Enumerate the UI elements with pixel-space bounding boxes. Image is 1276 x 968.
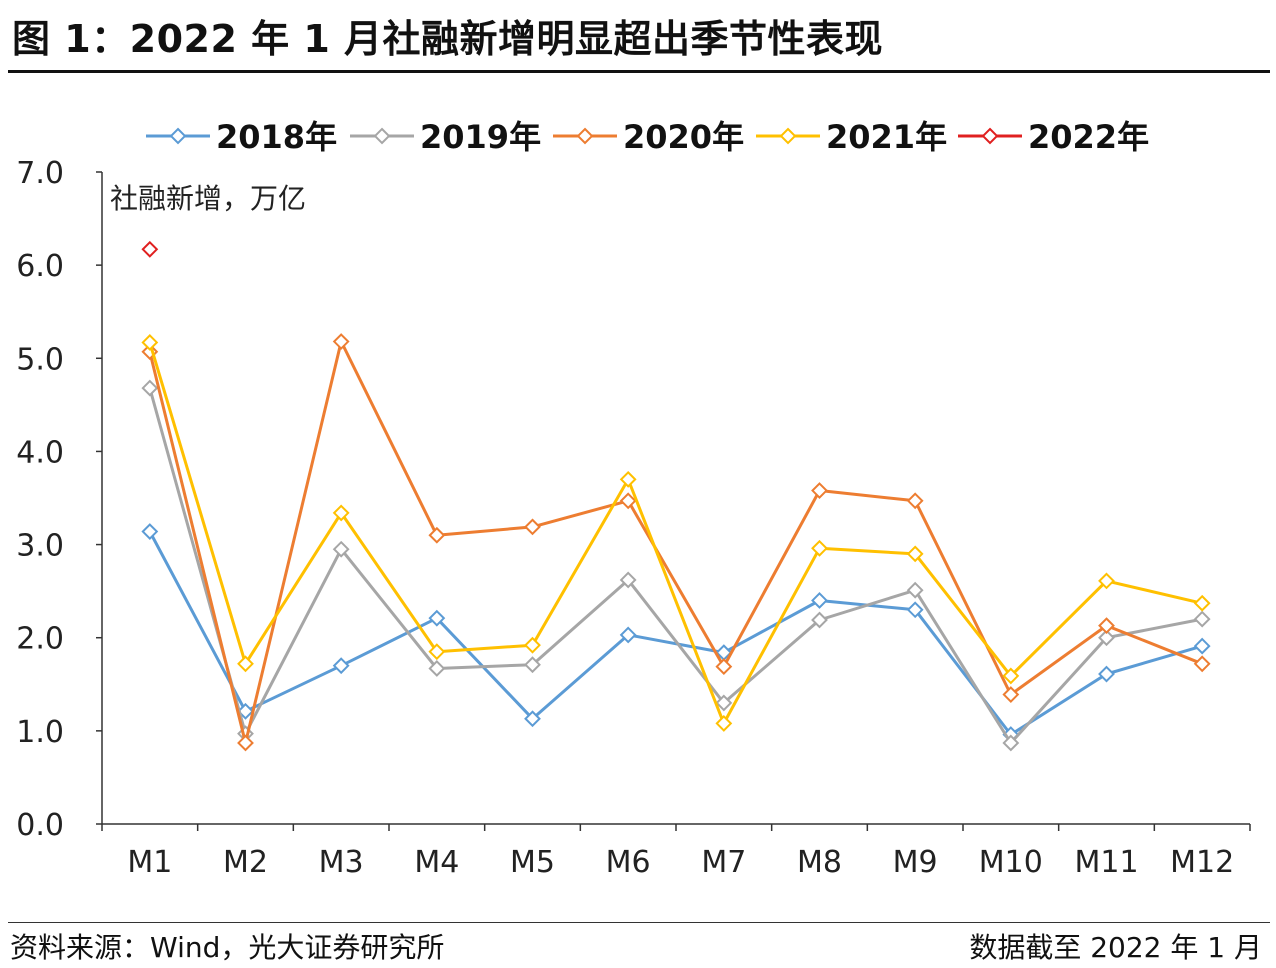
source-note: 资料来源：Wind，光大证券研究所 bbox=[10, 931, 445, 964]
data-point-2018年 bbox=[906, 601, 924, 619]
legend-label: 2019年 bbox=[420, 118, 541, 156]
data-point-2018年 bbox=[332, 657, 350, 675]
data-point-2020年 bbox=[1002, 686, 1020, 703]
data-point-2022年 bbox=[141, 240, 159, 258]
data-point-2021年 bbox=[1002, 667, 1020, 685]
data-point-2020年 bbox=[428, 526, 446, 544]
footer-rule bbox=[8, 922, 1270, 923]
data-point-2019年 bbox=[524, 656, 541, 674]
data-point-2020年 bbox=[332, 333, 350, 350]
data-point-2019年 bbox=[619, 571, 637, 589]
data-point-2021年 bbox=[715, 714, 733, 732]
legend-swatch-marker bbox=[779, 127, 797, 145]
x-tick-label: M10 bbox=[979, 845, 1043, 880]
legend-swatch-marker bbox=[576, 127, 594, 145]
y-axis-label: 社融新增，万亿 bbox=[110, 182, 306, 215]
data-point-2020年 bbox=[906, 492, 924, 510]
data-point-2019年 bbox=[1098, 629, 1115, 647]
data-point-2021年 bbox=[428, 643, 446, 661]
figure-title: 图 1：2022 年 1 月社融新增明显超出季节性表现 bbox=[12, 17, 884, 61]
x-tick-label: M3 bbox=[319, 845, 364, 880]
y-tick-label: 7.0 bbox=[16, 156, 64, 191]
data-point-2019年 bbox=[1193, 610, 1211, 628]
series-line-2021年 bbox=[148, 342, 1203, 725]
data-point-2018年 bbox=[141, 523, 159, 540]
data-point-2019年 bbox=[1002, 734, 1020, 752]
legend-swatch-marker bbox=[373, 127, 391, 145]
data-point-2021年 bbox=[237, 655, 254, 673]
data-point-2019年 bbox=[428, 660, 446, 677]
data-point-2020年 bbox=[619, 492, 637, 510]
data-point-2019年 bbox=[332, 540, 350, 558]
x-tick-label: M5 bbox=[510, 845, 555, 880]
legend-label: 2021年 bbox=[826, 118, 947, 156]
data-point-2019年 bbox=[141, 379, 159, 397]
series-line-2019年 bbox=[148, 387, 1203, 745]
data-point-2020年 bbox=[237, 734, 254, 752]
data-cutoff-note: 数据截至 2022 年 1 月 bbox=[969, 931, 1262, 964]
legend-label: 2020年 bbox=[623, 118, 744, 156]
data-point-2018年 bbox=[1193, 637, 1211, 655]
legend-label: 2018年 bbox=[216, 118, 337, 156]
data-point-2021年 bbox=[332, 504, 350, 522]
y-tick-label: 0.0 bbox=[16, 808, 64, 843]
y-tick-label: 5.0 bbox=[16, 342, 64, 377]
data-point-2020年 bbox=[524, 518, 541, 536]
data-point-2020年 bbox=[1098, 617, 1115, 635]
y-tick-label: 3.0 bbox=[16, 529, 64, 564]
data-point-2018年 bbox=[619, 626, 637, 644]
legend-label: 2022年 bbox=[1028, 118, 1149, 156]
data-point-2018年 bbox=[1098, 665, 1115, 683]
data-point-2020年 bbox=[715, 658, 733, 676]
data-point-2021年 bbox=[1098, 572, 1115, 590]
data-point-2019年 bbox=[906, 581, 924, 599]
data-point-2021年 bbox=[619, 470, 637, 488]
y-tick-label: 2.0 bbox=[16, 622, 64, 657]
data-point-2021年 bbox=[811, 539, 828, 557]
data-point-2021年 bbox=[906, 545, 924, 563]
x-tick-label: M11 bbox=[1074, 845, 1138, 880]
x-tick-label: M6 bbox=[606, 845, 651, 880]
x-tick-label: M7 bbox=[701, 845, 746, 880]
x-tick-label: M12 bbox=[1170, 845, 1234, 880]
data-point-2020年 bbox=[1193, 655, 1211, 673]
data-point-2019年 bbox=[715, 694, 733, 712]
data-point-2021年 bbox=[524, 636, 541, 654]
legend-swatch-marker bbox=[169, 127, 187, 145]
x-tick-label: M2 bbox=[223, 845, 268, 880]
data-point-2019年 bbox=[811, 611, 828, 629]
legend-swatch-marker bbox=[981, 127, 999, 145]
x-tick-label: M1 bbox=[127, 845, 172, 880]
data-point-2018年 bbox=[524, 710, 541, 728]
title-rule bbox=[8, 70, 1270, 73]
series-line-2020年 bbox=[148, 340, 1203, 745]
data-point-2018年 bbox=[428, 609, 446, 627]
data-point-2020年 bbox=[811, 482, 828, 499]
x-tick-label: M8 bbox=[797, 845, 842, 880]
y-tick-label: 4.0 bbox=[16, 435, 64, 470]
data-point-2021年 bbox=[141, 334, 159, 351]
y-tick-label: 1.0 bbox=[16, 715, 64, 750]
data-point-2021年 bbox=[1193, 594, 1211, 612]
x-tick-label: M9 bbox=[893, 845, 938, 880]
data-point-2018年 bbox=[237, 702, 254, 720]
y-tick-label: 6.0 bbox=[16, 249, 64, 284]
x-tick-label: M4 bbox=[414, 845, 459, 880]
data-point-2018年 bbox=[811, 592, 828, 609]
